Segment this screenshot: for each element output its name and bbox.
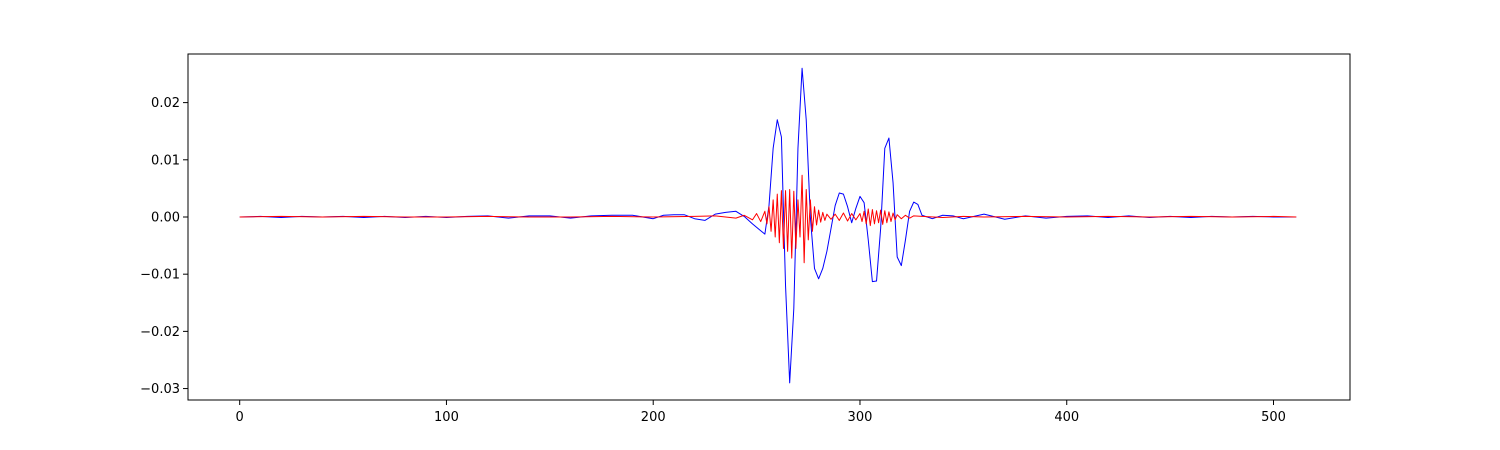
y-tick-label: −0.03 bbox=[140, 382, 180, 397]
x-tick-label: 500 bbox=[1261, 410, 1286, 425]
y-tick-label: −0.02 bbox=[140, 325, 180, 340]
plot-frame bbox=[187, 53, 1351, 401]
x-tick-label: 0 bbox=[236, 410, 244, 425]
y-tick-label: 0.00 bbox=[151, 210, 180, 225]
y-axis: −0.03 −0.02 −0.01 0.00 0.01 0.02 bbox=[140, 96, 188, 397]
x-axis: 0 100 200 300 400 500 bbox=[236, 400, 1286, 425]
series-line-2 bbox=[239, 174, 1297, 264]
y-tick-label: −0.01 bbox=[140, 268, 180, 283]
x-tick-label: 300 bbox=[848, 410, 873, 425]
series-line-1 bbox=[239, 67, 1297, 384]
x-tick-label: 100 bbox=[434, 410, 459, 425]
x-tick-label: 400 bbox=[1054, 410, 1079, 425]
series-layer bbox=[239, 67, 1297, 384]
x-tick-label: 200 bbox=[641, 410, 666, 425]
y-tick-label: 0.02 bbox=[151, 96, 180, 111]
y-tick-label: 0.01 bbox=[151, 153, 180, 168]
